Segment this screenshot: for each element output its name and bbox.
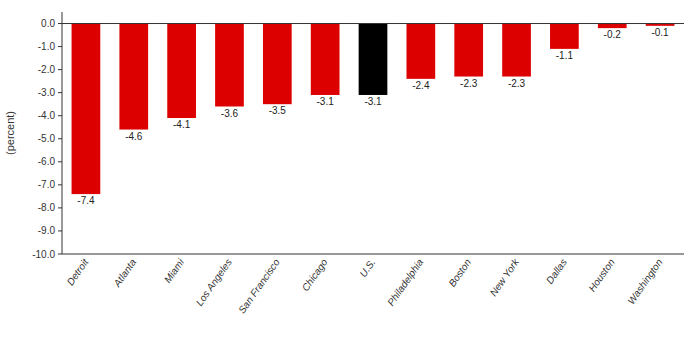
data-label: -2.3 — [508, 78, 526, 89]
x-tick-label: San Francisco — [236, 256, 282, 315]
y-tick — [58, 184, 62, 185]
bar — [598, 24, 627, 29]
y-tick-label: -8.0 — [38, 202, 56, 213]
x-tick-label: Boston — [446, 256, 473, 288]
data-label: -3.5 — [269, 105, 287, 116]
data-label: -2.3 — [460, 78, 478, 89]
x-tick-label: Philadelphia — [385, 256, 426, 307]
y-axis-line — [62, 12, 63, 254]
data-label: -1.1 — [556, 50, 574, 61]
y-tick — [58, 230, 62, 231]
y-tick-label: -4.0 — [38, 110, 56, 121]
bar — [359, 24, 388, 95]
y-tick — [58, 92, 62, 93]
bar — [502, 24, 531, 77]
y-axis: 0.0 -1.0 -2.0 -3.0 -4.0 -5.0 -6.0 -7.0 -8.0 -9.0 -… — [32, 18, 62, 259]
bar — [311, 24, 340, 95]
data-label: -3.6 — [221, 108, 239, 119]
x-tick-label: Miami — [162, 256, 187, 285]
y-tick-label: -2.0 — [38, 64, 56, 75]
data-label: -2.4 — [412, 80, 430, 91]
y-tick-label: -9.0 — [38, 225, 56, 236]
bar — [454, 24, 483, 77]
x-tick-label: Washington — [625, 256, 664, 306]
y-tick-label: 0.0 — [41, 18, 55, 29]
y-tick-label: -1.0 — [38, 41, 56, 52]
y-tick — [58, 138, 62, 139]
y-tick-label: -6.0 — [38, 156, 56, 167]
y-tick-label: -7.0 — [38, 179, 56, 190]
x-tick-label: Los Angeles — [194, 257, 234, 308]
chart-svg: 0.0 -1.0 -2.0 -3.0 -4.0 -5.0 -6.0 -7.0 -8.0 -9.0 -… — [0, 0, 694, 350]
bar — [263, 24, 292, 105]
x-tick-label: Dallas — [544, 257, 569, 286]
y-tick — [58, 69, 62, 70]
x-tick-label: Atlanta — [111, 256, 139, 289]
y-axis-label: (percent) — [4, 111, 16, 155]
x-tick-label: New York — [488, 256, 522, 298]
data-label: -3.1 — [364, 96, 382, 107]
y-tick — [58, 115, 62, 116]
y-tick — [58, 46, 62, 47]
bar — [167, 24, 196, 118]
y-tick-label: -10.0 — [32, 249, 55, 260]
x-axis: Detroit Atlanta Miami Los AngelesSan Franci… — [65, 256, 665, 316]
x-tick-label: Detroit — [65, 256, 92, 287]
y-tick — [58, 161, 62, 162]
background — [0, 0, 694, 350]
data-label: -3.1 — [317, 96, 335, 107]
x-tick-label: Houston — [586, 256, 617, 293]
bar — [215, 24, 244, 107]
bar — [119, 24, 148, 130]
bar — [72, 24, 101, 195]
bar — [550, 24, 579, 49]
y-tick — [58, 23, 62, 24]
data-label: -4.6 — [125, 131, 143, 142]
data-labels: -7.4 -4.6 -4.1 -3.6 -3.5 -3.1 -3.1 -2.4 -2.3 -2.3… — [77, 27, 669, 206]
y-tick — [58, 254, 62, 255]
y-tick — [58, 207, 62, 208]
data-label: -0.2 — [604, 29, 622, 40]
data-label: -0.1 — [651, 27, 669, 38]
y-tick-label: -3.0 — [38, 87, 56, 98]
bar — [406, 24, 435, 79]
x-tick-label: Chicago — [300, 256, 330, 293]
data-label: -7.4 — [77, 195, 95, 206]
zero-line — [62, 23, 684, 24]
y-tick-label: -5.0 — [38, 133, 56, 144]
x-axis-line — [62, 254, 684, 255]
bars — [72, 24, 675, 195]
x-tick-label: U.S. — [357, 257, 377, 279]
chart-container: 0.0 -1.0 -2.0 -3.0 -4.0 -5.0 -6.0 -7.0 -8.0 -9.0 -… — [0, 0, 694, 350]
data-label: -4.1 — [173, 119, 191, 130]
page: {"chart_data": {"type": "bar", "categori… — [0, 0, 694, 350]
